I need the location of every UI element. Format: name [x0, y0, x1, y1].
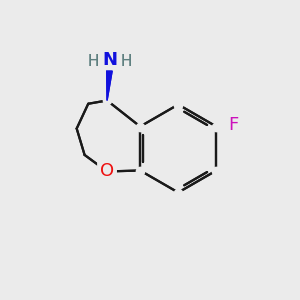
Text: F: F — [228, 116, 239, 134]
Text: O: O — [100, 163, 114, 181]
Text: H: H — [120, 54, 131, 69]
Polygon shape — [107, 70, 112, 101]
Text: H: H — [120, 54, 131, 69]
Text: F: F — [228, 116, 239, 134]
Text: N: N — [102, 51, 117, 69]
Text: H: H — [87, 54, 99, 69]
Polygon shape — [107, 70, 112, 101]
Text: O: O — [100, 163, 114, 181]
Text: H: H — [87, 54, 99, 69]
Text: N: N — [102, 51, 117, 69]
